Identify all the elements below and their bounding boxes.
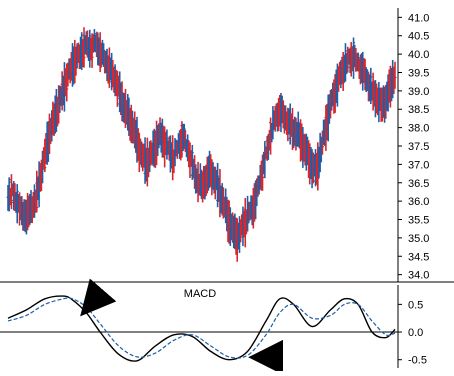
- price-bar: [43, 138, 47, 173]
- macd-y-tick-label: -0.5: [408, 355, 427, 367]
- price-y-tick-label: 36.5: [408, 178, 429, 190]
- price-bar: [356, 52, 360, 72]
- price-bar: [190, 144, 194, 180]
- price-y-tick-label: 39.0: [408, 86, 429, 98]
- price-y-tick-label: 40.0: [408, 49, 429, 61]
- price-bar: [393, 61, 397, 89]
- price-bar: [15, 184, 19, 224]
- price-y-tick-label: 38.5: [408, 104, 429, 116]
- price-bar: [263, 141, 267, 179]
- price-bar: [168, 135, 172, 173]
- price-y-tick-label: 37.0: [408, 159, 429, 171]
- price-bar: [7, 177, 11, 212]
- price-bar: [9, 174, 13, 210]
- price-bar: [115, 70, 119, 107]
- price-y-tick-label: 35.0: [408, 233, 429, 245]
- price-bar: [92, 29, 96, 52]
- price-y-tick-label: 41.0: [408, 12, 429, 24]
- price-bar: [239, 219, 243, 243]
- price-y-tick-label: 39.5: [408, 67, 429, 79]
- price-y-tick-label: 38.0: [408, 123, 429, 135]
- price-bar: [165, 129, 169, 160]
- price-bar: [320, 130, 324, 155]
- price-y-tick-label: 34.0: [408, 270, 429, 282]
- price-y-tick-label: 35.5: [408, 215, 429, 227]
- annotation-arrow: [80, 278, 117, 317]
- price-bar: [261, 154, 265, 191]
- macd-y-tick-label: 0.5: [408, 299, 423, 311]
- price-y-tick-label: 34.5: [408, 251, 429, 263]
- price-bar: [346, 46, 350, 73]
- price-bar: [316, 142, 320, 191]
- macd-panel-title: MACD: [184, 288, 216, 300]
- price-bar: [343, 43, 347, 82]
- price-panel: 34.0 34.5 35.0 35.5 36.0 36.5 37.0 37.5 38.0 38.5…: [0, 8, 454, 283]
- macd-signal-line: [7, 297, 396, 359]
- price-bar: [216, 162, 220, 208]
- price-bar: [88, 29, 92, 68]
- macd-line: [7, 295, 396, 362]
- price-y-tick-label: 36.0: [408, 196, 429, 208]
- macd-y-tick-label: 0.0: [408, 327, 423, 339]
- price-y-tick-label: 37.5: [408, 141, 429, 153]
- price-y-tick-label: 40.5: [408, 31, 429, 43]
- price-bar: [182, 123, 186, 150]
- price-bar: [65, 63, 69, 102]
- macd-panel: MACD -0.5 0.0 0.5: [0, 278, 427, 375]
